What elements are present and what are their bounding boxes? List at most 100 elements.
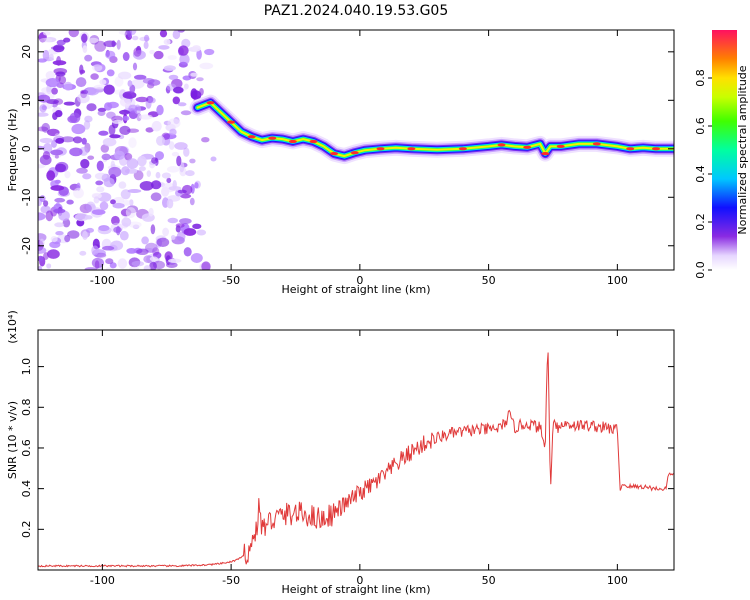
- noise-blob: [46, 263, 52, 269]
- noise-blob: [138, 166, 146, 172]
- noise-blob: [156, 135, 165, 146]
- noise-blob: [204, 48, 215, 56]
- noise-blob: [128, 104, 138, 113]
- noise-blob: [45, 78, 60, 88]
- noise-blob: [109, 134, 121, 139]
- noise-blob: [124, 30, 131, 39]
- x-tick-label: -50: [222, 274, 240, 287]
- noise-blob: [82, 45, 88, 53]
- noise-blob: [176, 231, 186, 242]
- noise-blob: [178, 45, 189, 56]
- ridge-hotspot: [288, 139, 297, 144]
- ridge-hotspot: [350, 151, 359, 155]
- noise-blob: [47, 249, 60, 259]
- noise-blob: [166, 166, 180, 173]
- x-tick-label: 100: [607, 574, 628, 587]
- noise-blob: [170, 235, 176, 240]
- noise-blob: [185, 170, 195, 177]
- noise-blob: [156, 237, 170, 247]
- ridge-hotspot: [626, 147, 635, 151]
- ridge-hotspot: [206, 101, 215, 105]
- noise-blob: [132, 62, 138, 71]
- noise-blob: [102, 245, 115, 251]
- colorbar-tick-label: 0.2: [694, 213, 707, 231]
- noise-blob: [122, 200, 131, 206]
- x-tick-label: 100: [607, 274, 628, 287]
- noise-blob: [83, 120, 91, 130]
- noise-blob: [50, 149, 64, 156]
- noise-blob: [144, 34, 150, 42]
- snr-scale-note: (x10⁴): [6, 310, 19, 344]
- noise-blob: [105, 50, 116, 59]
- noise-blob: [122, 115, 130, 121]
- ridge-hotspot: [458, 147, 467, 151]
- colorbar-gradient: [712, 30, 737, 270]
- noise-blob: [85, 87, 100, 96]
- noise-blob: [189, 158, 196, 164]
- spectrogram-x-label: Height of straight line (km): [281, 283, 430, 296]
- y-tick-label: 10: [20, 93, 33, 107]
- noise-blob: [110, 199, 116, 205]
- noise-blob: [51, 87, 58, 95]
- noise-blob: [50, 46, 65, 50]
- snr-x-label: Height of straight line (km): [281, 583, 430, 596]
- colorbar-ticks: 0.0 0.2 0.4 0.6 0.8: [694, 69, 712, 279]
- noise-blob: [91, 209, 106, 216]
- noise-blob: [77, 93, 90, 104]
- noise-blob: [143, 255, 153, 263]
- noise-blob: [109, 262, 117, 269]
- ridge-hotspot: [592, 142, 601, 146]
- noise-blob: [190, 72, 198, 77]
- noise-blob: [94, 40, 107, 52]
- noise-blob: [76, 167, 88, 174]
- noise-blob: [112, 119, 124, 124]
- noise-blob: [79, 250, 87, 256]
- noise-blob: [49, 53, 54, 61]
- noise-blob: [119, 97, 131, 107]
- noise-blob: [126, 128, 139, 133]
- x-tick-label: -50: [222, 574, 240, 587]
- noise-blob: [125, 30, 137, 36]
- noise-blob: [84, 215, 93, 220]
- noise-blob: [128, 137, 137, 149]
- noise-blobs: [38, 30, 217, 270]
- noise-blob: [201, 137, 210, 143]
- snr-frame: [37, 329, 675, 571]
- noise-blob: [177, 102, 187, 107]
- noise-blob: [166, 177, 172, 184]
- noise-blob: [108, 124, 116, 136]
- colorbar-tick-label: 0.6: [694, 117, 707, 135]
- noise-blob: [127, 80, 133, 87]
- colorbar-tick-label: 0.8: [694, 69, 707, 87]
- noise-blob: [38, 94, 51, 103]
- noise-blob: [117, 258, 128, 269]
- noise-blob: [132, 224, 140, 230]
- noise-blob: [167, 118, 181, 129]
- noise-blob: [66, 199, 74, 205]
- noise-blob: [119, 125, 131, 135]
- noise-blob: [141, 236, 149, 245]
- noise-blob: [72, 136, 83, 144]
- noise-blob: [190, 88, 198, 99]
- noise-blob: [94, 172, 108, 180]
- ridge-hotspot: [497, 143, 506, 147]
- noise-blob: [55, 71, 66, 77]
- noise-blob: [171, 151, 179, 157]
- noise-blob: [150, 192, 162, 202]
- noise-blob: [104, 102, 113, 111]
- noise-blob: [96, 186, 105, 193]
- noise-blob: [53, 208, 66, 214]
- noise-blob: [54, 197, 66, 203]
- y-tick-label: 20: [20, 45, 33, 59]
- y-tick-label: -10: [20, 188, 33, 206]
- noise-blob: [43, 31, 51, 36]
- noise-blob: [151, 120, 162, 132]
- noise-blob: [199, 62, 214, 70]
- noise-blob: [88, 37, 99, 44]
- noise-blob: [39, 104, 47, 113]
- noise-blob: [129, 84, 136, 94]
- noise-blob: [121, 166, 130, 176]
- noise-blob: [180, 193, 192, 199]
- noise-blob: [153, 50, 164, 60]
- noise-blob: [91, 192, 103, 199]
